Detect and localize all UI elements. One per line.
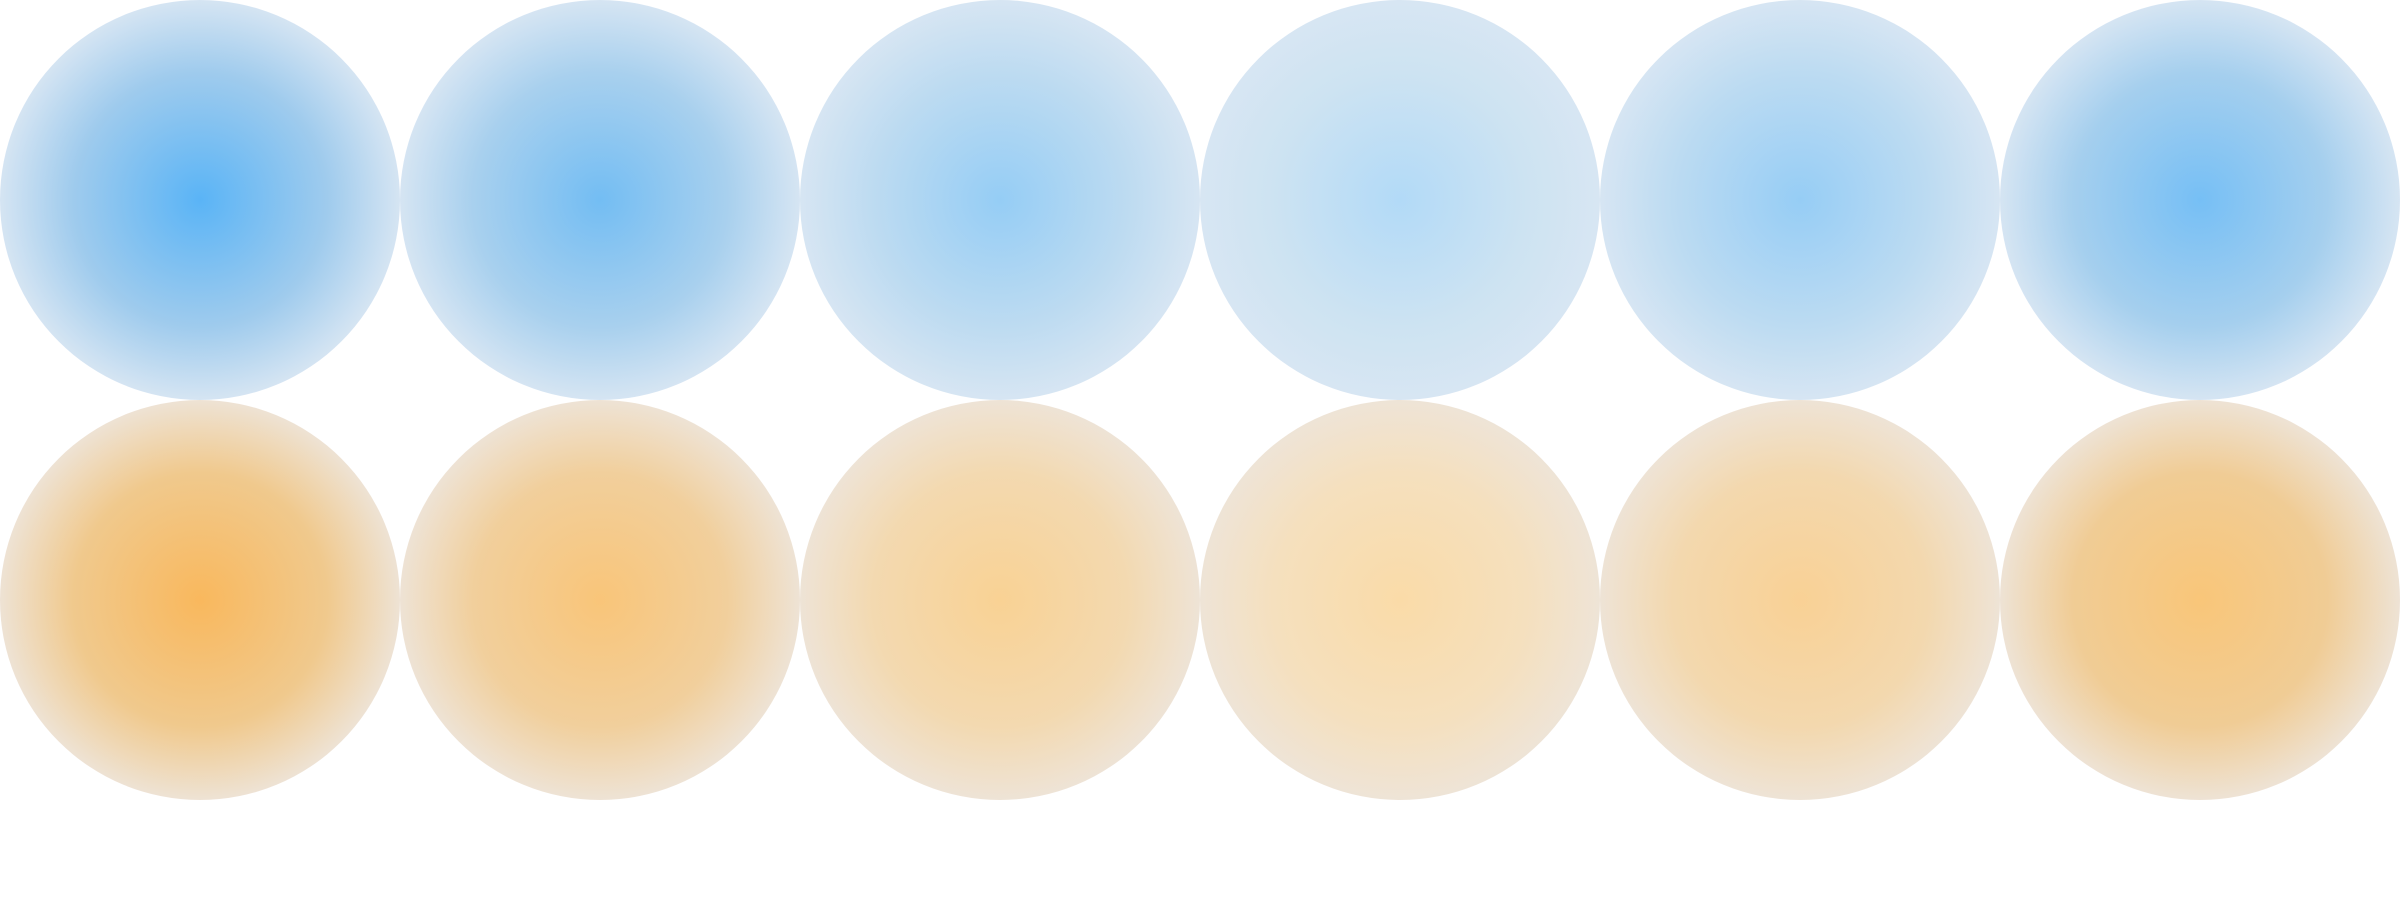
orange-swatch-4 [1200, 400, 1600, 800]
blue-swatch-2 [400, 0, 800, 400]
orange-swatch-5 [1600, 400, 2000, 800]
orange-swatch-1 [0, 400, 400, 800]
blue-swatch-4 [1200, 0, 1600, 400]
orange-swatch-3 [800, 400, 1200, 800]
blue-swatch-6 [2000, 0, 2400, 400]
blue-swatch-3 [800, 0, 1200, 400]
orange-swatch-2 [400, 400, 800, 800]
orange-swatch-row [0, 400, 2400, 800]
blue-swatch-1 [0, 0, 400, 400]
orange-swatch-6 [2000, 400, 2400, 800]
blue-swatch-row [0, 0, 2400, 400]
blue-swatch-5 [1600, 0, 2000, 400]
